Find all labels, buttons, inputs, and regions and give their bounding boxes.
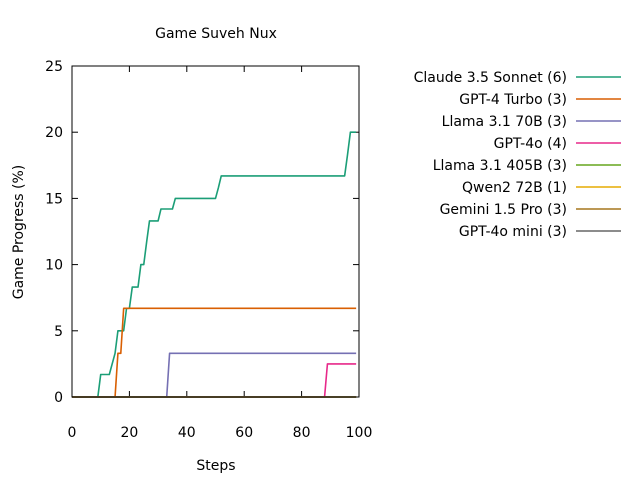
legend-label: Llama 3.1 70B (3) — [442, 114, 567, 130]
legend: Claude 3.5 Sonnet (6) GPT-4 Turbo (3) Llam… — [414, 70, 621, 240]
series-line — [72, 352, 357, 398]
x-tick-label: 40 — [178, 425, 196, 441]
x-tick-label: 20 — [120, 425, 138, 441]
legend-label: Claude 3.5 Sonnet (6) — [414, 70, 567, 86]
series-line — [72, 131, 357, 398]
y-tick-label: 10 — [45, 258, 63, 274]
y-tick-label: 15 — [45, 191, 63, 207]
legend-label: Llama 3.1 405B (3) — [433, 158, 567, 174]
x-tick-label: 0 — [68, 425, 77, 441]
legend-label: GPT-4o mini (3) — [459, 224, 567, 240]
legend-label: GPT-4o (4) — [494, 136, 567, 152]
y-tick-label: 5 — [54, 324, 63, 340]
legend-label: Qwen2 72B (1) — [462, 180, 567, 196]
legend-label: GPT-4 Turbo (3) — [459, 92, 567, 108]
y-tick-label: 20 — [45, 125, 63, 141]
y-axis-label: Game Progress (%) — [11, 165, 27, 300]
plot-area: 0 20 40 60 80 100 0 5 10 15 20 25 — [45, 59, 372, 441]
chart-title: Game Suveh Nux — [155, 26, 277, 42]
plot-frame — [71, 65, 360, 398]
x-tick-label: 100 — [346, 425, 373, 441]
x-tick-label: 60 — [235, 425, 253, 441]
y-tick-label: 0 — [54, 390, 63, 406]
x-tick-label: 80 — [293, 425, 311, 441]
x-axis-label: Steps — [196, 458, 235, 474]
legend-label: Gemini 1.5 Pro (3) — [440, 202, 567, 218]
y-tick-label: 25 — [45, 59, 63, 75]
